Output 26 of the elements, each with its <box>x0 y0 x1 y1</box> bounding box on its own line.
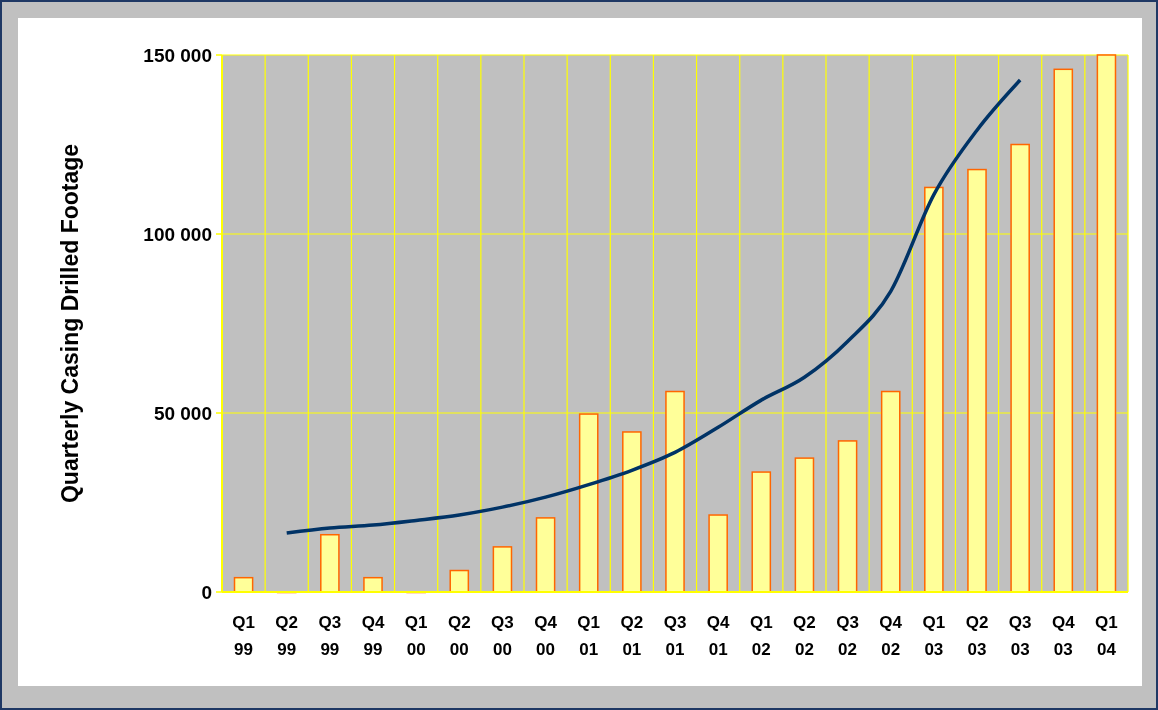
y-tick-label: 50 000 <box>153 402 212 424</box>
y-tick-label: 0 <box>201 581 212 603</box>
x-tick-label: Q3 00 <box>491 613 514 659</box>
x-tick-label: Q3 01 <box>663 613 687 659</box>
x-tick-label: Q1 02 <box>749 613 773 659</box>
x-tick-label: Q1 04 <box>1095 613 1118 659</box>
x-tick-label: Q3 03 <box>1008 613 1032 659</box>
x-tick-label: Q2 03 <box>965 613 989 659</box>
x-tick-label: Q4 02 <box>879 613 903 659</box>
x-tick-label: Q4 00 <box>534 613 558 659</box>
x-tick-label: Q2 99 <box>275 613 299 659</box>
x-tick-label: Q4 99 <box>361 613 385 659</box>
x-tick-label: Q3 02 <box>836 613 859 659</box>
x-tick-label: Q1 00 <box>404 613 428 659</box>
x-tick-label: Q1 99 <box>232 613 255 659</box>
x-tick-label: Q1 03 <box>922 613 946 659</box>
x-tick-label: Q2 00 <box>447 613 471 659</box>
x-tick-label: Q1 01 <box>577 613 601 659</box>
y-tick-label: 150 000 <box>143 44 212 66</box>
y-tick-label: 100 000 <box>143 223 212 245</box>
x-tick-label: Q4 03 <box>1051 613 1076 659</box>
x-tick-label: Q4 01 <box>706 613 731 659</box>
x-tick-label: Q3 99 <box>318 613 342 659</box>
x-tick-label: Q2 01 <box>620 613 644 659</box>
y-axis-title: Quarterly Casing Drilled Footage <box>57 143 83 504</box>
x-tick-label: Q2 02 <box>793 613 816 659</box>
